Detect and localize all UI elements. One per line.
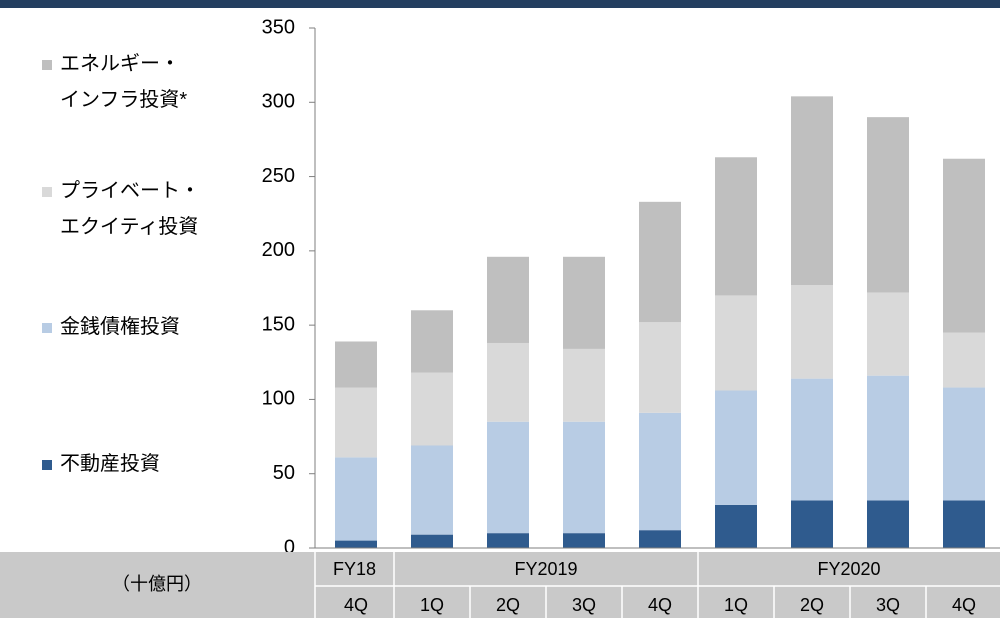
bar-segment — [943, 387, 985, 501]
bar-segment — [943, 332, 985, 388]
x-tick-label: 1Q — [724, 595, 748, 615]
legend-marker — [42, 187, 52, 197]
bar-segment — [335, 457, 377, 541]
bar-segment — [715, 295, 757, 391]
bar-segment — [335, 341, 377, 388]
bar-segment — [791, 285, 833, 379]
bar-segment — [487, 421, 529, 534]
group-label: FY2019 — [514, 559, 577, 579]
bar-segment — [867, 117, 909, 293]
x-tick-label: 3Q — [572, 595, 596, 615]
legend-label: プライベート・エクイティ投資 — [60, 180, 200, 238]
x-tick-label: 2Q — [800, 595, 824, 615]
x-tick-label: 4Q — [952, 595, 976, 615]
legend-line: エクイティ投資 — [60, 215, 198, 238]
bar-segment — [715, 504, 757, 548]
bar-segment — [791, 96, 833, 286]
legend-label: 金銭債権投資 — [60, 315, 180, 338]
bar-segment — [335, 387, 377, 458]
x-tick-label: 2Q — [496, 595, 520, 615]
bar-segment — [639, 322, 681, 413]
bar-segment — [411, 534, 453, 548]
bar-segment — [487, 342, 529, 422]
legend-marker — [42, 323, 52, 333]
bar-segment — [867, 292, 909, 376]
top-band — [0, 0, 1000, 8]
y-tick-label: 250 — [262, 165, 295, 187]
y-tick-label: 200 — [262, 239, 295, 261]
x-tick-label: 4Q — [344, 595, 368, 615]
y-tick-label: 100 — [262, 388, 295, 410]
bar-segment — [715, 390, 757, 505]
legend-line: 金銭債権投資 — [60, 315, 180, 338]
legend-label: エネルギー・インフラ投資* — [60, 52, 187, 111]
table-header: （十億円） — [112, 574, 202, 594]
y-tick-label: 150 — [262, 313, 295, 335]
bar-segment — [563, 533, 605, 548]
bar-segment — [563, 421, 605, 534]
bar-segment — [411, 310, 453, 373]
y-tick-label: 300 — [262, 91, 295, 113]
x-tick-label: 4Q — [648, 595, 672, 615]
bar-segment — [791, 500, 833, 548]
bar-segment — [943, 500, 985, 548]
legend-marker — [42, 460, 52, 470]
group-label: FY18 — [333, 559, 376, 579]
legend-line: 不動産投資 — [60, 452, 160, 475]
x-tick-label: 3Q — [876, 595, 900, 615]
bar-segment — [639, 201, 681, 323]
bar-segment — [411, 372, 453, 446]
bar-segment — [487, 533, 529, 548]
y-tick-label: 350 — [262, 16, 295, 38]
legend-line: エネルギー・ — [60, 52, 180, 75]
legend-line: インフラ投資* — [60, 88, 187, 111]
bar-segment — [791, 378, 833, 501]
group-label: FY2020 — [817, 559, 880, 579]
bar-segment — [563, 256, 605, 349]
bar-segment — [335, 540, 377, 548]
table-bg — [0, 552, 1000, 618]
bar-segment — [639, 412, 681, 531]
legend-marker — [42, 60, 52, 70]
bar-segment — [487, 256, 529, 343]
bar-segment — [943, 158, 985, 333]
bar-segment — [639, 530, 681, 548]
legend-label: 不動産投資 — [60, 452, 160, 475]
bar-segment — [411, 445, 453, 535]
y-tick-label: 50 — [273, 462, 295, 484]
bar-segment — [563, 348, 605, 422]
bar-segment — [867, 375, 909, 501]
bar-segment — [715, 157, 757, 296]
x-tick-label: 1Q — [420, 595, 444, 615]
legend-line: プライベート・ — [60, 180, 200, 202]
bar-segment — [867, 500, 909, 548]
y-tick-label: 0 — [284, 536, 295, 558]
